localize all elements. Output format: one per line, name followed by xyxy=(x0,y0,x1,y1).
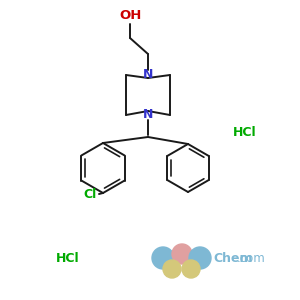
Text: Chem: Chem xyxy=(213,251,253,265)
Circle shape xyxy=(172,244,192,264)
Text: N: N xyxy=(143,109,153,122)
Text: OH: OH xyxy=(120,9,142,22)
Text: Cl: Cl xyxy=(84,188,97,200)
Text: HCl: HCl xyxy=(56,251,80,265)
Text: HCl: HCl xyxy=(233,125,257,139)
Circle shape xyxy=(152,247,174,269)
Text: .com: .com xyxy=(237,251,266,265)
Circle shape xyxy=(182,260,200,278)
Circle shape xyxy=(163,260,181,278)
Circle shape xyxy=(189,247,211,269)
Text: N: N xyxy=(143,68,153,80)
